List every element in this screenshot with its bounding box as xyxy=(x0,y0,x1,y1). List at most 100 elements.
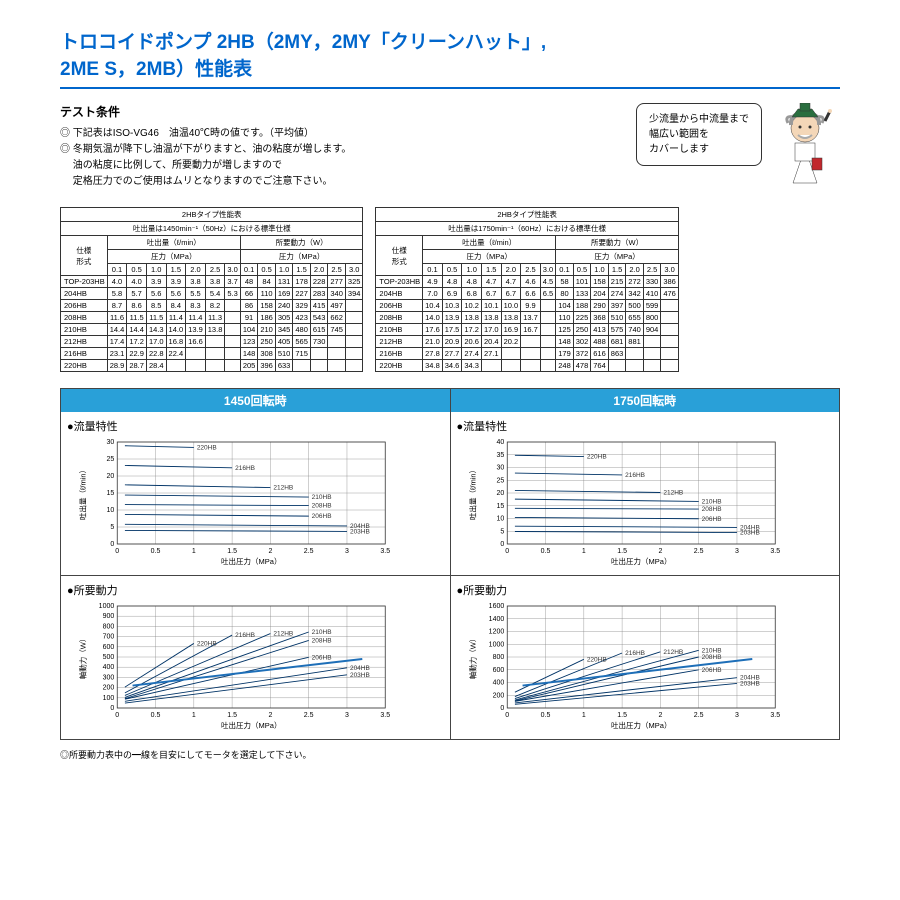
svg-text:2.5: 2.5 xyxy=(693,548,703,555)
svg-text:0.5: 0.5 xyxy=(540,548,550,555)
svg-text:1: 1 xyxy=(581,548,585,555)
power-chart-1450: 00.511.522.533.5010020030040050060070080… xyxy=(67,600,444,730)
svg-text:0: 0 xyxy=(115,712,119,719)
svg-text:3.5: 3.5 xyxy=(380,548,390,555)
svg-text:204HB: 204HB xyxy=(739,675,759,682)
svg-text:100: 100 xyxy=(103,695,115,702)
svg-text:3: 3 xyxy=(735,712,739,719)
performance-tables: 2HBタイプ性能表吐出量は1450min⁻¹（50Hz）における標準仕様仕様形式… xyxy=(60,207,840,372)
svg-text:吐出圧力（MPa）: 吐出圧力（MPa） xyxy=(611,556,671,566)
svg-text:216HB: 216HB xyxy=(625,472,645,479)
flow-chart-title-1: ●流量特性 xyxy=(67,418,444,434)
svg-text:10: 10 xyxy=(496,516,504,523)
svg-text:3: 3 xyxy=(345,712,349,719)
svg-text:3.5: 3.5 xyxy=(380,712,390,719)
svg-text:0: 0 xyxy=(505,548,509,555)
svg-text:208HB: 208HB xyxy=(312,503,332,510)
svg-text:800: 800 xyxy=(103,624,115,631)
condition-4: 定格圧力でのご使用はムリとなりますのでご注意下さい。 xyxy=(60,174,616,190)
svg-text:3.5: 3.5 xyxy=(770,548,780,555)
power-chart-title-2: ●所要動力 xyxy=(457,582,834,598)
svg-text:220HB: 220HB xyxy=(586,656,606,663)
svg-text:1000: 1000 xyxy=(99,603,115,610)
speech-bubble-group: 少流量から中流量まで 幅広い範囲を カバーします xyxy=(636,103,840,193)
flow-chart-title-2: ●流量特性 xyxy=(457,418,834,434)
title-line2: 2ME S，2MB）性能表 xyxy=(60,59,252,80)
svg-text:600: 600 xyxy=(103,644,115,651)
svg-text:1.5: 1.5 xyxy=(227,712,237,719)
conditions-heading: テスト条件 xyxy=(60,103,616,120)
svg-text:1.5: 1.5 xyxy=(227,548,237,555)
svg-text:軸動力（W）: 軸動力（W） xyxy=(77,635,87,680)
svg-text:210HB: 210HB xyxy=(312,494,332,501)
svg-text:200: 200 xyxy=(492,692,504,699)
table-1450: 2HBタイプ性能表吐出量は1450min⁻¹（50Hz）における標準仕様仕様形式… xyxy=(60,207,363,372)
svg-text:212HB: 212HB xyxy=(663,490,683,497)
svg-text:3: 3 xyxy=(735,548,739,555)
svg-text:216HB: 216HB xyxy=(235,465,255,472)
svg-text:900: 900 xyxy=(103,613,115,620)
svg-text:700: 700 xyxy=(103,634,115,641)
svg-text:208HB: 208HB xyxy=(701,654,721,661)
svg-text:1000: 1000 xyxy=(488,641,504,648)
test-conditions: テスト条件 ◎ 下記表はISO-VG46 油温40℃時の値です。（平均値） ◎ … xyxy=(60,103,616,190)
svg-text:800: 800 xyxy=(492,654,504,661)
svg-text:0.5: 0.5 xyxy=(540,712,550,719)
svg-text:15: 15 xyxy=(106,490,114,497)
power-chart-1750: 00.511.522.533.5020040060080010001200140… xyxy=(457,600,834,730)
page-title: トロコイドポンプ 2HB（2MY，2MY「クリーンハット」, 2ME S，2MB… xyxy=(60,30,840,89)
condition-2: ◎ 冬期気温が降下し油温が下がりますと、油の粘度が増します。 xyxy=(60,142,616,158)
svg-text:軸動力（W）: 軸動力（W） xyxy=(467,635,477,680)
svg-text:0.5: 0.5 xyxy=(151,548,161,555)
svg-text:25: 25 xyxy=(496,477,504,484)
svg-text:216HB: 216HB xyxy=(625,650,645,657)
svg-text:212HB: 212HB xyxy=(273,631,293,638)
svg-text:3.5: 3.5 xyxy=(770,712,780,719)
footnote: ◎所要動力表中の━線を目安にしてモータを選定して下さい。 xyxy=(60,748,840,761)
svg-text:208HB: 208HB xyxy=(701,506,721,513)
charts-block: 1450回転時 ●流量特性 00.511.522.533.50510152025… xyxy=(60,388,840,740)
title-line1: トロコイドポンプ 2HB（2MY，2MY「クリーンハット」, xyxy=(60,32,546,53)
svg-text:1200: 1200 xyxy=(488,629,504,636)
power-chart-title-1: ●所要動力 xyxy=(67,582,444,598)
flow-chart-1450: 00.511.522.533.5051015202530203HB204HB20… xyxy=(67,436,444,566)
svg-text:5: 5 xyxy=(500,528,504,535)
svg-text:30: 30 xyxy=(496,465,504,472)
svg-text:206HB: 206HB xyxy=(312,513,332,520)
svg-text:吐出量（ℓ/min）: 吐出量（ℓ/min） xyxy=(77,466,87,520)
svg-text:2: 2 xyxy=(658,548,662,555)
condition-3: 油の粘度に比例して、所要動力が増しますので xyxy=(60,158,616,174)
svg-text:1.5: 1.5 xyxy=(617,712,627,719)
svg-text:1600: 1600 xyxy=(488,603,504,610)
table-1750: 2HBタイプ性能表吐出量は1750min⁻¹（60Hz）における標準仕様仕様形式… xyxy=(375,207,678,372)
svg-text:2.5: 2.5 xyxy=(304,712,314,719)
svg-text:220HB: 220HB xyxy=(586,454,606,461)
svg-text:204HB: 204HB xyxy=(739,525,759,532)
svg-text:0: 0 xyxy=(115,548,119,555)
svg-text:206HB: 206HB xyxy=(701,667,721,674)
svg-text:600: 600 xyxy=(492,667,504,674)
svg-text:500: 500 xyxy=(103,654,115,661)
svg-text:203HB: 203HB xyxy=(350,672,370,679)
svg-text:25: 25 xyxy=(106,456,114,463)
svg-text:吐出圧力（MPa）: 吐出圧力（MPa） xyxy=(611,720,671,730)
svg-text:1.5: 1.5 xyxy=(617,548,627,555)
svg-text:0: 0 xyxy=(110,705,114,712)
svg-text:204HB: 204HB xyxy=(350,523,370,530)
svg-text:0: 0 xyxy=(500,705,504,712)
svg-text:40: 40 xyxy=(496,439,504,446)
svg-text:35: 35 xyxy=(496,452,504,459)
svg-text:212HB: 212HB xyxy=(273,485,293,492)
svg-text:30: 30 xyxy=(106,439,114,446)
svg-text:220HB: 220HB xyxy=(197,641,217,648)
svg-text:吐出量（ℓ/min）: 吐出量（ℓ/min） xyxy=(467,466,477,520)
flow-chart-1750: 00.511.522.533.50510152025303540203HB204… xyxy=(457,436,834,566)
svg-text:1: 1 xyxy=(192,548,196,555)
svg-text:210HB: 210HB xyxy=(701,648,721,655)
svg-text:2: 2 xyxy=(268,712,272,719)
svg-text:0: 0 xyxy=(500,541,504,548)
svg-text:10: 10 xyxy=(106,507,114,514)
svg-text:206HB: 206HB xyxy=(312,654,332,661)
svg-text:0: 0 xyxy=(110,541,114,548)
svg-text:206HB: 206HB xyxy=(701,516,721,523)
